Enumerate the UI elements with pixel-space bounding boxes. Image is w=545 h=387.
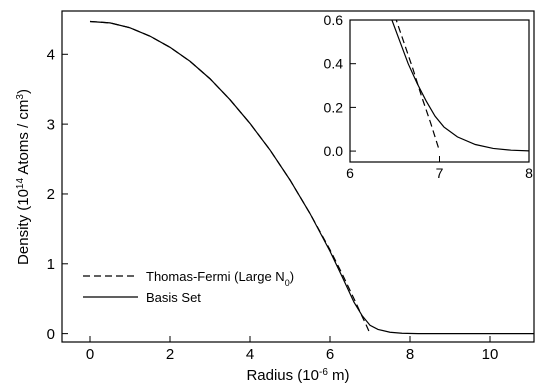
main-x-tick-label: 2 <box>166 346 174 363</box>
inset-x-tick-label: 6 <box>346 165 354 181</box>
main-x-tick-label: 10 <box>482 346 499 363</box>
inset-y-tick-label: 0.2 <box>324 99 344 115</box>
main-ticks: 0 2 4 6 8 10 0 1 2 3 4 <box>47 47 499 363</box>
main-y-tick-label: 3 <box>47 116 55 133</box>
inset-background <box>350 20 529 162</box>
main-y-tick-label: 0 <box>47 326 55 343</box>
inset-series <box>391 20 529 152</box>
inset-y-tick-label: 0.6 <box>324 12 344 28</box>
main-series-basis-set <box>89 20 534 335</box>
main-series <box>89 20 534 335</box>
main-y-tick-label: 4 <box>47 47 55 64</box>
main-x-tick-label: 0 <box>86 346 94 363</box>
inset-x-tick-label: 8 <box>525 165 533 181</box>
inset-series-basis-set <box>391 20 529 152</box>
inset-ticks: 6 7 8 0.0 0.2 0.4 0.6 <box>324 12 534 181</box>
y-axis-title: Density (1014 Atoms / cm3) <box>15 89 33 265</box>
main-x-tick-label: 8 <box>406 346 414 363</box>
legend-label-thomas-fermi: Thomas-Fermi (Large N0) <box>146 269 294 288</box>
inset-y-tick-label: 0.4 <box>324 56 344 72</box>
main-plot-frame <box>61 10 535 343</box>
main-y-tick-label: 1 <box>47 256 55 273</box>
main-y-tick-label: 2 <box>47 186 55 203</box>
legend-label-basis-set: Basis Set <box>146 290 201 305</box>
x-axis-title: Radius (10-6 m) <box>246 367 349 385</box>
legend: Thomas-Fermi (Large N0) Basis Set <box>83 269 294 305</box>
inset-y-tick-label: 0.0 <box>324 143 344 159</box>
main-x-tick-label: 6 <box>326 346 334 363</box>
main-x-tick-label: 4 <box>246 346 254 363</box>
inset-x-tick-label: 7 <box>436 165 444 181</box>
